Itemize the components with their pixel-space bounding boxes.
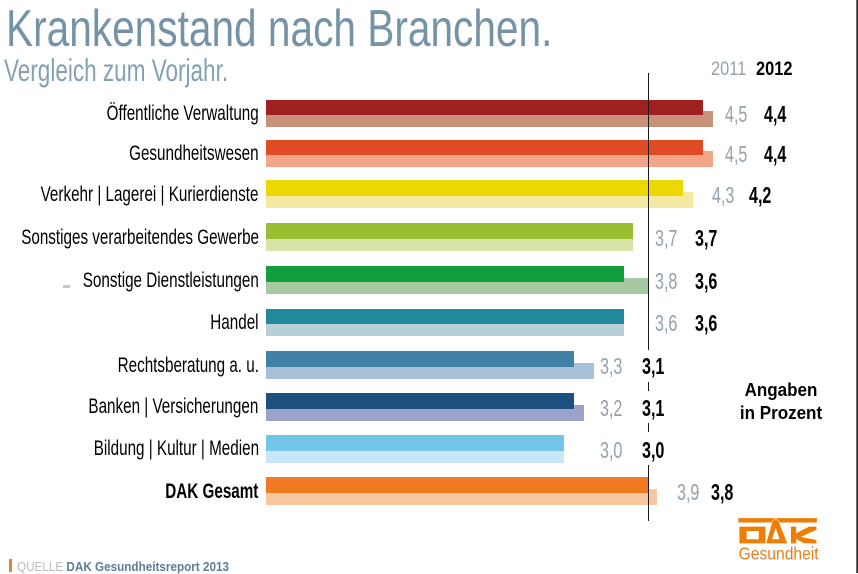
svg-text:Gesundheit: Gesundheit (739, 545, 819, 564)
